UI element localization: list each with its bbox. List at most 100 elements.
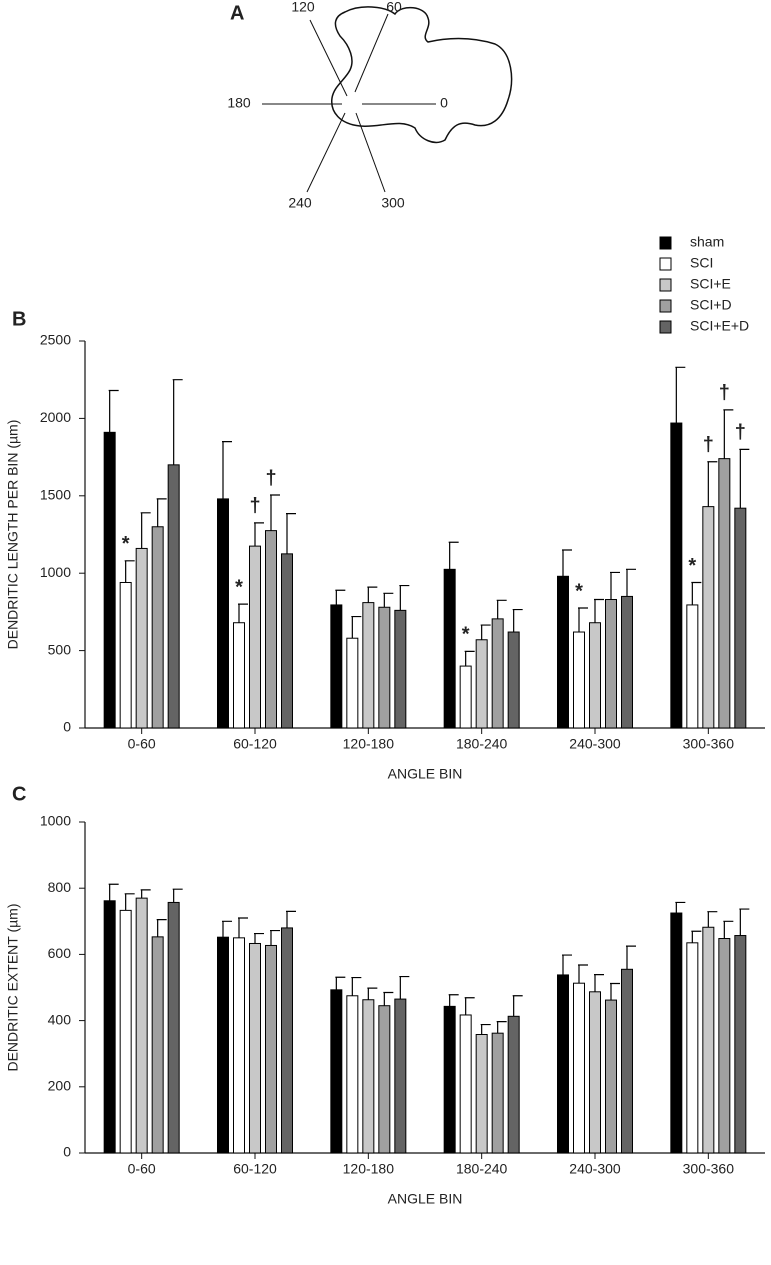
bar xyxy=(670,912,683,1154)
error-bar xyxy=(399,584,410,611)
bar-chart: C DENDRITIC EXTENT (µm) ANGLE BIN 0 200 400 60… xyxy=(5,783,765,1207)
error-bar xyxy=(254,522,264,547)
panel-label: C xyxy=(12,783,26,805)
panel-label: B xyxy=(12,308,26,330)
annotation: † xyxy=(249,495,260,517)
error-bar xyxy=(254,932,264,944)
bar xyxy=(281,927,293,1154)
bar xyxy=(103,900,116,1154)
x-tick-label: 180-240 xyxy=(456,1161,508,1177)
x-tick-label: 240-300 xyxy=(569,736,621,752)
x-axis-title: ANGLE BIN xyxy=(388,1191,463,1207)
angle-label: 300 xyxy=(381,195,405,211)
angle-label: 180 xyxy=(227,95,251,111)
error-bar xyxy=(108,389,119,433)
error-bar xyxy=(286,513,296,554)
x-tick-label: 240-300 xyxy=(569,1161,621,1177)
x-tick-label: 120-180 xyxy=(343,736,395,752)
bar xyxy=(394,998,407,1154)
bar xyxy=(491,618,504,729)
error-bar xyxy=(448,541,459,570)
annotation: † xyxy=(735,422,746,444)
error-bar xyxy=(399,975,410,1000)
bar xyxy=(378,606,391,729)
legend-label: SCI+E+D xyxy=(690,318,749,334)
bar xyxy=(443,568,456,729)
error-bar xyxy=(464,997,475,1015)
angle-line xyxy=(355,112,386,193)
annotation: † xyxy=(265,467,276,489)
bar xyxy=(249,545,261,729)
x-tick-label: 120-180 xyxy=(343,1161,395,1177)
bar xyxy=(135,547,148,729)
error-bar xyxy=(739,448,750,509)
panel-label: A xyxy=(230,2,244,24)
y-tick-label: 600 xyxy=(48,945,72,961)
bar xyxy=(233,937,245,1154)
annotation: * xyxy=(688,555,696,577)
angle-label: 0 xyxy=(440,95,448,111)
angle-label: 60 xyxy=(386,0,402,15)
bar xyxy=(362,999,375,1154)
error-bar xyxy=(480,624,491,640)
bar xyxy=(702,506,715,729)
error-bar xyxy=(124,560,135,583)
bar xyxy=(734,507,747,729)
bar xyxy=(589,991,601,1154)
error-bar xyxy=(238,917,248,938)
legend-label: SCI xyxy=(690,255,713,271)
bar xyxy=(167,901,180,1154)
error-bar xyxy=(691,581,702,605)
bar xyxy=(378,1005,391,1154)
x-tick-label: 0-60 xyxy=(128,1161,156,1177)
y-tick-label: 400 xyxy=(48,1011,72,1027)
bar xyxy=(734,935,747,1154)
error-bar xyxy=(270,494,280,531)
bar xyxy=(459,1014,472,1154)
error-bar xyxy=(562,549,572,577)
error-bar xyxy=(448,994,459,1007)
y-tick-label: 1000 xyxy=(40,564,71,580)
bar xyxy=(573,631,585,729)
bar xyxy=(605,599,617,729)
annotation: * xyxy=(462,624,470,646)
x-tick-label: 300-360 xyxy=(683,736,735,752)
error-bar xyxy=(707,911,718,928)
legend-swatch xyxy=(659,299,672,313)
y-axis-title: DENDRITIC EXTENT (µm) xyxy=(5,903,21,1071)
error-bar xyxy=(610,571,620,600)
error-bar xyxy=(626,568,636,597)
error-bar xyxy=(512,608,523,633)
angle-label: 120 xyxy=(291,0,315,15)
bar xyxy=(135,897,148,1154)
bar xyxy=(573,982,585,1154)
bar xyxy=(330,989,343,1154)
y-tick-label: 2500 xyxy=(40,332,71,348)
y-tick-label: 1000 xyxy=(40,813,71,829)
annotation: * xyxy=(575,580,583,602)
bar xyxy=(217,498,229,729)
annotation: * xyxy=(122,533,130,555)
bar xyxy=(151,526,164,729)
bar xyxy=(103,431,116,729)
angle-line xyxy=(306,112,346,193)
error-bar xyxy=(723,409,734,459)
x-tick-label: 60-120 xyxy=(233,1161,277,1177)
error-bar xyxy=(480,1023,491,1035)
bar xyxy=(686,942,699,1154)
error-bar xyxy=(675,901,686,914)
error-bar xyxy=(594,973,604,992)
y-axis-title: DENDRITIC LENGTH PER BIN (µm) xyxy=(5,420,21,650)
error-bar xyxy=(496,599,507,619)
bar xyxy=(718,938,731,1154)
error-bar xyxy=(512,995,523,1017)
bar xyxy=(686,604,699,729)
error-bar xyxy=(156,919,167,937)
error-bar xyxy=(464,650,475,667)
error-bar xyxy=(578,607,588,633)
error-bar xyxy=(739,908,750,936)
error-bar xyxy=(351,615,362,639)
y-tick-label: 0 xyxy=(63,1144,71,1160)
error-bar xyxy=(367,987,378,1000)
